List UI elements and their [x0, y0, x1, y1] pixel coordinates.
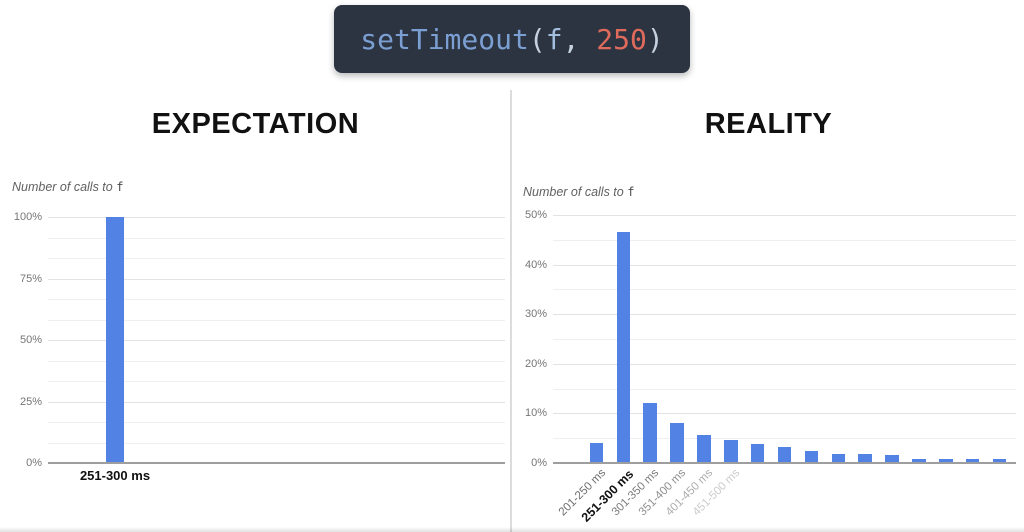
y-tick-label: 50% — [19, 334, 42, 346]
bar-401-450 ms — [697, 434, 711, 463]
gridline — [48, 278, 505, 280]
bar-bin-7 — [750, 443, 765, 463]
bar-bin-10 — [831, 454, 846, 463]
code-token: ) — [646, 22, 664, 56]
bar-bin-16 — [992, 458, 1007, 463]
bottom-shadow — [0, 527, 1024, 532]
reality-title: REALITY — [704, 108, 833, 140]
gridline — [48, 217, 505, 218]
y-tick-label: 0% — [26, 457, 42, 469]
gridline — [553, 363, 1016, 365]
bar-451-500 ms — [724, 439, 738, 463]
y-tick-label: 50% — [524, 209, 547, 221]
gridline — [553, 438, 1016, 440]
code-token: , — [562, 22, 597, 56]
y-tick-label: 100% — [13, 211, 42, 223]
gridline — [48, 360, 505, 362]
gridline — [553, 388, 1016, 390]
x-axis-line — [553, 462, 1016, 464]
y-tick-label: 20% — [524, 357, 547, 370]
code-token: ( — [528, 22, 546, 56]
y-tick-label: 10% — [524, 407, 547, 420]
right-axis-title-func: f — [627, 185, 635, 199]
y-tick-label: 30% — [524, 308, 547, 321]
x-axis-line — [48, 462, 505, 464]
gridline — [553, 239, 1016, 241]
x-axis-label: 251-300 ms — [79, 468, 151, 483]
left-axis-title-text: Number of calls to — [12, 180, 117, 194]
y-tick-label: 0% — [531, 457, 547, 469]
gridline — [553, 413, 1016, 415]
bar-301-350 ms — [643, 403, 657, 463]
gridline — [48, 340, 505, 341]
bar-bin-14 — [939, 458, 953, 463]
bar-251-300 ms — [616, 232, 631, 463]
code-token: f — [545, 22, 563, 56]
gridline — [48, 258, 505, 259]
gridline — [48, 401, 505, 403]
gridline — [48, 319, 505, 321]
bar-bin-11 — [858, 454, 872, 463]
gridline — [48, 299, 505, 300]
gridline — [553, 289, 1016, 291]
gridline — [553, 314, 1016, 316]
y-tick-label: 40% — [524, 258, 547, 271]
code-snippet-chip: setTimeout(f, 250) — [334, 5, 690, 73]
gridline — [553, 264, 1016, 266]
bar-251-300 ms — [106, 217, 124, 463]
gridline — [48, 442, 505, 444]
bar-bin-9 — [804, 450, 819, 463]
bar-bin-12 — [885, 454, 899, 463]
left-axis-title-func: f — [116, 180, 124, 194]
y-tick-label: 25% — [19, 395, 42, 408]
gridline — [48, 381, 505, 382]
left-axis-title: Number of calls to f — [12, 180, 123, 194]
bar-bin-15 — [965, 458, 980, 463]
code-token: setTimeout — [360, 22, 529, 56]
gridline — [553, 339, 1016, 340]
gridline — [48, 237, 505, 239]
bar-bin-8 — [777, 447, 792, 463]
bar-201-250 ms — [589, 443, 604, 463]
panel-divider — [510, 90, 512, 532]
code-token: 250 — [596, 22, 647, 56]
gridline — [553, 215, 1016, 216]
bar-bin-13 — [912, 458, 926, 463]
gridline — [48, 422, 505, 423]
code-text: setTimeout(f, 250) — [360, 23, 663, 56]
right-axis-title: Number of calls to f — [523, 185, 634, 199]
expectation-title: EXPECTATION — [151, 108, 360, 140]
y-tick-label: 75% — [19, 272, 42, 285]
right-axis-title-text: Number of calls to — [523, 185, 628, 199]
bar-351-400 ms — [670, 423, 684, 463]
